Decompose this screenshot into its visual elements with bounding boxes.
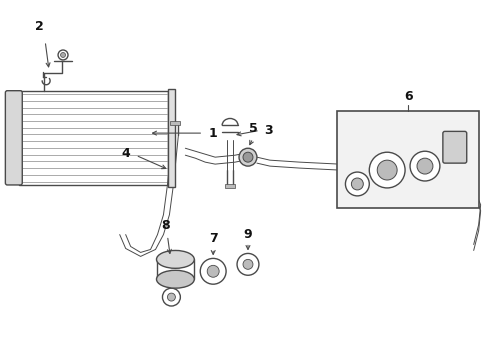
Text: 2: 2: [35, 20, 43, 33]
Circle shape: [58, 50, 68, 60]
Circle shape: [207, 265, 219, 277]
Circle shape: [416, 158, 432, 174]
Text: 4: 4: [122, 147, 130, 160]
Circle shape: [351, 178, 363, 190]
Bar: [224, 184, 235, 188]
Circle shape: [61, 53, 65, 58]
Circle shape: [243, 152, 252, 162]
Text: 8: 8: [161, 219, 169, 231]
Text: 1: 1: [208, 127, 217, 140]
Bar: [337, 111, 478, 208]
Bar: [19, 91, 168, 185]
Text: 3: 3: [264, 124, 272, 137]
Circle shape: [409, 151, 439, 181]
Circle shape: [239, 148, 256, 166]
Circle shape: [162, 288, 180, 306]
Ellipse shape: [156, 251, 194, 268]
Circle shape: [237, 253, 258, 275]
Bar: [170, 121, 180, 125]
FancyBboxPatch shape: [5, 91, 22, 185]
Circle shape: [167, 293, 175, 301]
Circle shape: [243, 260, 252, 269]
Bar: [168, 89, 175, 187]
Text: 7: 7: [208, 233, 217, 246]
Text: 9: 9: [243, 228, 252, 240]
Ellipse shape: [156, 270, 194, 288]
Circle shape: [368, 152, 404, 188]
Circle shape: [376, 160, 396, 180]
Circle shape: [200, 258, 225, 284]
Circle shape: [345, 172, 368, 196]
FancyBboxPatch shape: [442, 131, 466, 163]
Text: 5: 5: [248, 122, 257, 135]
Text: 6: 6: [403, 90, 411, 103]
